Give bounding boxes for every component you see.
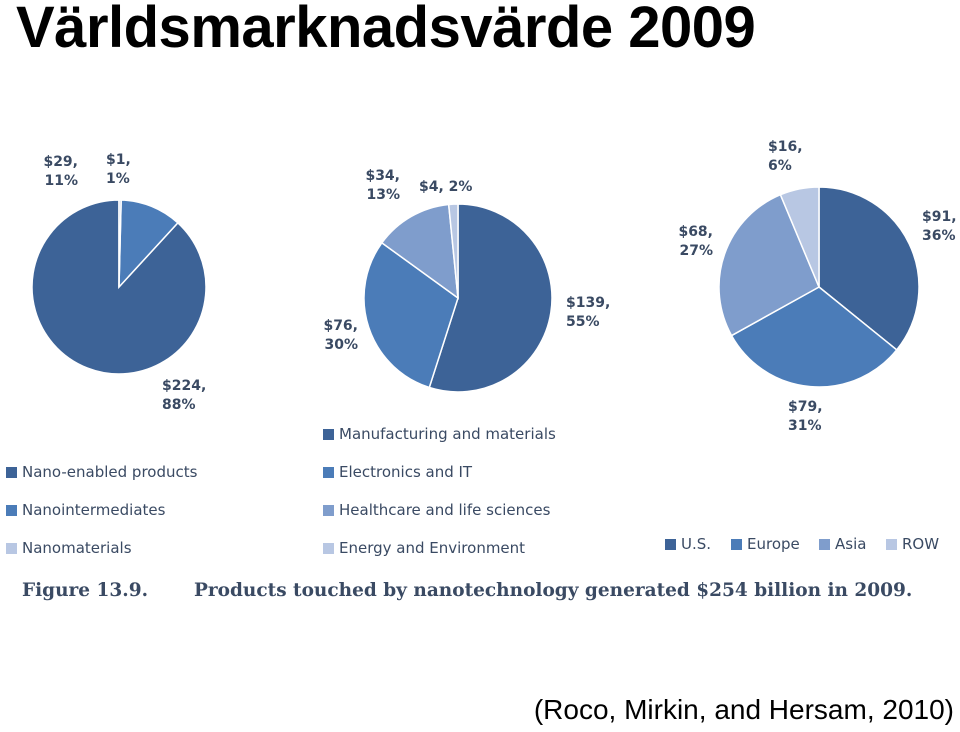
slice-label: $224, 88% bbox=[162, 378, 206, 413]
legend-swatch bbox=[6, 542, 17, 554]
legend-label: U.S. bbox=[681, 535, 712, 553]
slice-label: $79, 31% bbox=[788, 399, 823, 434]
legend-label: Energy and Environment bbox=[339, 539, 526, 557]
legend-label: Asia bbox=[835, 535, 867, 553]
slice-label: $1, 1% bbox=[106, 152, 131, 187]
pie-slice bbox=[118, 199, 122, 288]
legend-label: Healthcare and life sciences bbox=[339, 501, 551, 519]
legend-item: Electronics and IT bbox=[323, 463, 472, 481]
pie-slice bbox=[779, 186, 820, 288]
slice-label: $29, 11% bbox=[43, 154, 78, 189]
pie-slice bbox=[363, 241, 459, 389]
pie-slice bbox=[730, 286, 898, 388]
pie-slice bbox=[447, 203, 459, 299]
legend-item: Nanomaterials bbox=[6, 539, 132, 557]
slide-title: Världsmarknadsvärde 2009 bbox=[16, 0, 756, 60]
slice-label: $4, 2% bbox=[419, 179, 472, 195]
legend-swatch bbox=[323, 428, 334, 440]
pie-slice bbox=[718, 193, 820, 337]
figure-number: Figure 13.9. bbox=[22, 580, 149, 601]
pie-slice bbox=[818, 186, 920, 351]
legend-swatch bbox=[665, 538, 676, 550]
citation: (Roco, Mirkin, and Hersam, 2010) bbox=[533, 694, 954, 725]
legend-swatch bbox=[886, 538, 897, 550]
legend-label: Nanointermediates bbox=[22, 501, 166, 519]
slice-label: $16, 6% bbox=[768, 139, 803, 174]
legend-label: Manufacturing and materials bbox=[339, 425, 556, 443]
slice-label: $76, 30% bbox=[323, 318, 358, 353]
pie-slice bbox=[428, 203, 553, 393]
legend-swatch bbox=[819, 538, 830, 550]
legend-item: Energy and Environment bbox=[323, 539, 525, 557]
legend-label: Electronics and IT bbox=[339, 463, 473, 481]
legend-item: Europe bbox=[731, 535, 800, 553]
figure-caption-text: Products touched by nanotechnology gener… bbox=[194, 580, 913, 601]
legend-swatch bbox=[323, 504, 334, 516]
legend-item: ROW bbox=[886, 535, 939, 553]
pie-slice bbox=[380, 203, 459, 300]
legend-item: Nano-enabled products bbox=[6, 463, 197, 481]
legend-label: ROW bbox=[902, 535, 940, 553]
slice-label: $34, 13% bbox=[365, 168, 400, 203]
legend-item: Asia bbox=[819, 535, 866, 553]
legend-item: Nanointermediates bbox=[6, 501, 165, 519]
legend-swatch bbox=[323, 466, 334, 478]
legend-swatch bbox=[731, 538, 742, 550]
legend-item: Manufacturing and materials bbox=[323, 425, 556, 443]
slice-label: $68, 27% bbox=[678, 224, 713, 259]
legend-swatch bbox=[323, 542, 334, 554]
legend-item: Healthcare and life sciences bbox=[323, 501, 550, 519]
slice-label: $139, 55% bbox=[566, 295, 610, 330]
legend-label: Nanomaterials bbox=[22, 539, 132, 557]
pie-slice bbox=[118, 199, 179, 289]
legend-swatch bbox=[6, 466, 17, 478]
legend-label: Nano-enabled products bbox=[22, 463, 198, 481]
pie-charts: $224, 88% $29, 11% $1, 1% $139, 55% $76, 30% $34, 1… bbox=[31, 139, 957, 434]
legend-label: Europe bbox=[747, 535, 800, 553]
slice-label: $91, 36% bbox=[922, 209, 957, 244]
legend-item: U.S. bbox=[665, 535, 711, 553]
legend-swatch bbox=[6, 504, 17, 516]
figure-caption: Figure 13.9. Products touched by nanotech… bbox=[22, 580, 912, 601]
